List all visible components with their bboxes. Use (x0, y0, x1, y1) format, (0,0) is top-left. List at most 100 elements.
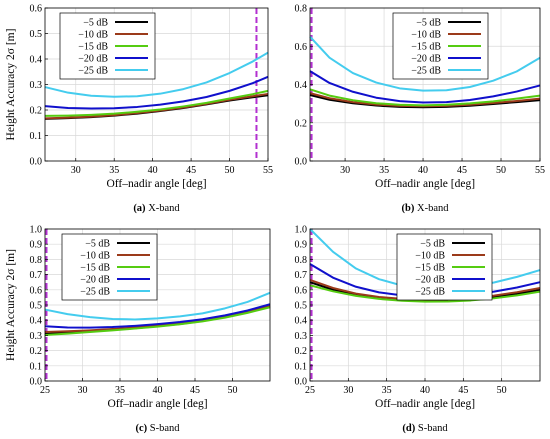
x-tick-label: 30 (71, 165, 81, 176)
x-tick-label: 35 (379, 165, 389, 176)
y-tick-label: 0.2 (295, 346, 308, 357)
series-line-5 (44, 51, 269, 98)
panel-caption: (c) S-band (135, 423, 180, 434)
y-tick-label: 0.9 (30, 240, 43, 251)
legend-label-4: −20 dB (415, 275, 445, 286)
y-tick-label: 0.1 (30, 361, 43, 372)
y-tick-label: 0.5 (30, 301, 43, 312)
x-tick-label: 35 (109, 165, 119, 176)
y-tick-label: 0.4 (295, 80, 308, 91)
legend-label-1: −5 dB (85, 239, 110, 250)
y-tick-label: 0.3 (295, 331, 308, 342)
legend: −5 dB−10 dB−15 dB−20 dB−25 dB (59, 12, 156, 80)
chart-panel-1: 30 35 40 45 50 55 0.0 0.1 0.2 0.3 0.4 0.5 0.6 Off–nad… (5, 4, 273, 215)
legend-label-3: −15 dB (411, 42, 441, 53)
x-tick-label: 40 (148, 165, 158, 176)
y-tick-label: 0.9 (295, 240, 308, 251)
series-line-4 (309, 70, 541, 104)
x-tick-label: 30 (340, 165, 350, 176)
series-line-3 (309, 88, 541, 107)
x-tick-label: 45 (186, 165, 196, 176)
legend-label-3: −15 dB (78, 42, 108, 53)
legend-label-3: −15 dB (415, 263, 445, 274)
y-tick-label: 0.0 (30, 377, 43, 388)
y-tick-label: 0.4 (295, 316, 308, 327)
panel-caption: (b) X-band (402, 203, 450, 214)
y-tick-label: 0.7 (295, 270, 308, 281)
chart-panel-4: 25 30 35 40 45 50 0.0 0.1 0.2 0.3 0.4 0.5 0.6 0.7 0.8 0… (295, 225, 541, 434)
x-tick-label: 45 (458, 385, 468, 396)
legend-label-2: −10 dB (415, 251, 445, 262)
y-tick-label: 0.1 (295, 361, 308, 372)
x-tick-label: 50 (497, 385, 507, 396)
legend-label-4: −20 dB (411, 54, 441, 65)
y-tick-label: 0.8 (295, 4, 308, 15)
y-tick-label: 0.8 (295, 255, 308, 266)
x-tick-label: 50 (225, 165, 235, 176)
x-tick-label: 30 (343, 385, 353, 396)
x-tick-label: 30 (78, 385, 88, 396)
y-axis-label: Height Accuracy 2σ [m] (5, 249, 17, 361)
panel-caption: (a) X-band (133, 203, 180, 214)
y-tick-label: 0.0 (295, 157, 308, 168)
x-tick-label: 45 (190, 385, 200, 396)
chart-panel-3: 25 30 35 40 45 50 0.0 0.1 0.2 0.3 0.4 0.5 0.6 0.7 0.8 0… (5, 225, 271, 434)
x-tick-label: 50 (228, 385, 238, 396)
legend: −5 dB−10 dB−15 dB−20 dB−25 dB (61, 233, 158, 301)
y-axis-label: Height Accuracy 2σ [m] (5, 29, 17, 141)
panel-caption-letter: (a) (133, 203, 146, 214)
x-tick-label: 40 (418, 165, 428, 176)
legend-label-4: −20 dB (78, 54, 108, 65)
y-tick-label: 0.4 (30, 316, 43, 327)
x-tick-label: 25 (305, 385, 315, 396)
legend-label-2: −10 dB (411, 30, 441, 41)
series-line-3 (309, 284, 541, 303)
panel-caption-text: X-band (146, 203, 181, 214)
panel-caption-text: S-band (415, 423, 448, 434)
y-tick-label: 1.0 (295, 225, 308, 236)
legend-label-1: −5 dB (420, 239, 445, 250)
y-tick-label: 0.5 (30, 29, 43, 40)
legend-label-1: −5 dB (83, 18, 108, 29)
series-line-5 (309, 36, 541, 92)
legend-label-2: −10 dB (80, 251, 110, 262)
x-tick-label: 35 (382, 385, 392, 396)
x-tick-label: 40 (153, 385, 163, 396)
y-tick-label: 0.6 (295, 285, 308, 296)
series-line-4 (44, 303, 271, 329)
legend-label-5: −25 dB (80, 287, 110, 298)
y-tick-label: 0.8 (30, 255, 43, 266)
x-axis-label: Off–nadir angle [deg] (375, 178, 475, 190)
legend-label-2: −10 dB (78, 30, 108, 41)
x-tick-label: 40 (420, 385, 430, 396)
legend-label-4: −20 dB (80, 275, 110, 286)
y-tick-label: 0.0 (295, 377, 308, 388)
x-tick-label: 55 (263, 165, 273, 176)
y-tick-label: 0.3 (30, 331, 43, 342)
legend: −5 dB−10 dB−15 dB−20 dB−25 dB (392, 12, 489, 80)
y-tick-label: 0.1 (30, 131, 43, 142)
legend: −5 dB−10 dB−15 dB−20 dB−25 dB (396, 233, 493, 301)
legend-label-1: −5 dB (416, 18, 441, 29)
x-axis-label: Off–nadir angle [deg] (106, 178, 206, 190)
series-line-4 (44, 75, 269, 110)
legend-label-5: −25 dB (411, 66, 441, 77)
panel-caption-text: X-band (414, 203, 449, 214)
y-tick-label: 0.6 (295, 42, 308, 53)
panel-caption: (d) S-band (402, 423, 448, 434)
y-tick-label: 0.6 (30, 285, 43, 296)
x-axis-label: Off–nadir angle [deg] (107, 398, 207, 410)
panel-caption-text: S-band (147, 423, 180, 434)
series-line-3 (44, 306, 271, 336)
x-tick-label: 45 (457, 165, 467, 176)
panel-caption-letter: (d) (402, 423, 415, 434)
y-tick-label: 0.2 (30, 106, 43, 117)
y-tick-label: 0.6 (30, 4, 43, 15)
y-tick-label: 0.0 (30, 157, 43, 168)
y-tick-label: 0.5 (295, 301, 308, 312)
legend-label-3: −15 dB (80, 263, 110, 274)
series-line-2 (44, 92, 269, 120)
x-axis-label: Off–nadir angle [deg] (375, 398, 475, 410)
x-tick-label: 25 (40, 385, 50, 396)
